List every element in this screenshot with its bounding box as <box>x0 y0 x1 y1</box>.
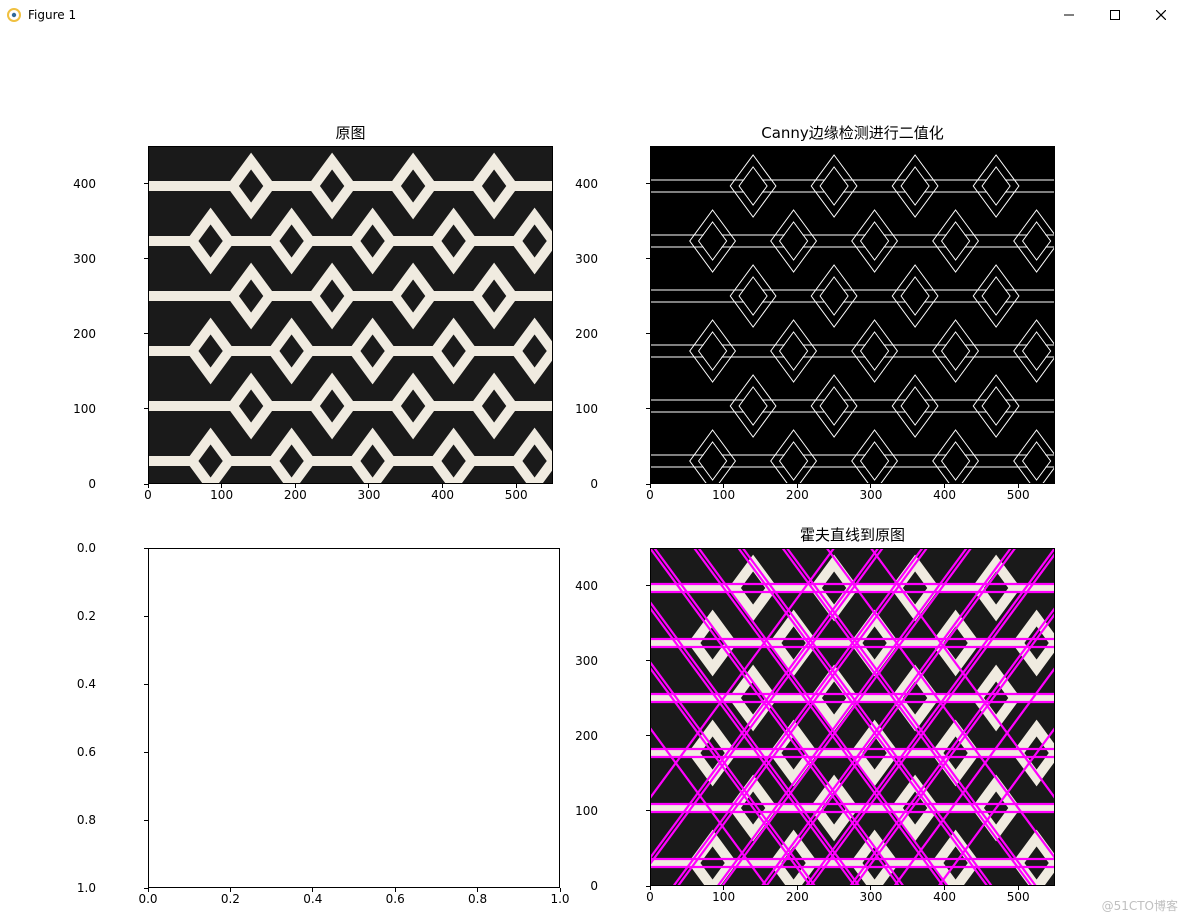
window-title: Figure 1 <box>28 8 76 22</box>
axes-frame <box>650 548 1055 886</box>
xtick-label: 500 <box>1007 890 1030 904</box>
xtick-label: 500 <box>1007 488 1030 502</box>
ytick-label: 300 <box>56 252 96 266</box>
ytick-label: 0 <box>558 477 598 491</box>
ytick-label: 100 <box>56 402 96 416</box>
xtick-label: 0.4 <box>303 892 322 906</box>
subplot-tl: 原图01002003004005000100200300400 <box>148 146 553 484</box>
ytick-label: 200 <box>558 327 598 341</box>
xtick-label: 0 <box>144 488 152 502</box>
ytick-label: 1.0 <box>56 881 96 895</box>
subplot-bl: 0.00.20.40.60.81.00.00.20.40.60.81.0 <box>148 548 560 888</box>
ytick-label: 300 <box>558 654 598 668</box>
subplot-tr: Canny边缘检测进行二值化01002003004005000100200300… <box>650 146 1055 484</box>
xtick-label: 0.8 <box>468 892 487 906</box>
window-titlebar: Figure 1 <box>0 0 1184 30</box>
ytick-label: 400 <box>558 177 598 191</box>
ytick-label: 0.0 <box>56 541 96 555</box>
xtick-label: 400 <box>431 488 454 502</box>
xtick-label: 0.2 <box>221 892 240 906</box>
figure-canvas: 原图01002003004005000100200300400Canny边缘检测… <box>0 30 1184 918</box>
ytick-label: 200 <box>56 327 96 341</box>
axes-frame <box>650 146 1055 484</box>
close-button[interactable] <box>1138 0 1184 30</box>
maximize-button[interactable] <box>1092 0 1138 30</box>
xtick-label: 100 <box>210 488 233 502</box>
xtick-label: 300 <box>859 890 882 904</box>
watermark: @51CTO博客 <box>1102 897 1178 914</box>
minimize-button[interactable] <box>1046 0 1092 30</box>
xtick-label: 400 <box>933 890 956 904</box>
xtick-label: 400 <box>933 488 956 502</box>
app-icon <box>6 7 22 23</box>
xtick-label: 0 <box>646 488 654 502</box>
ytick-label: 400 <box>56 177 96 191</box>
ytick-label: 400 <box>558 579 598 593</box>
axes-frame <box>148 146 553 484</box>
ytick-label: 0 <box>56 477 96 491</box>
xtick-label: 300 <box>859 488 882 502</box>
ytick-label: 0.2 <box>56 609 96 623</box>
ytick-label: 100 <box>558 804 598 818</box>
ytick-label: 100 <box>558 402 598 416</box>
xtick-label: 0.6 <box>386 892 405 906</box>
ytick-label: 0 <box>558 879 598 893</box>
xtick-label: 200 <box>284 488 307 502</box>
subplot-title: 霍夫直线到原图 <box>650 524 1055 545</box>
ytick-label: 0.4 <box>56 677 96 691</box>
xtick-label: 200 <box>786 890 809 904</box>
subplot-title: Canny边缘检测进行二值化 <box>650 122 1055 143</box>
ytick-label: 0.6 <box>56 745 96 759</box>
xtick-label: 500 <box>505 488 528 502</box>
subplot-title: 原图 <box>148 122 553 143</box>
xtick-label: 100 <box>712 488 735 502</box>
ytick-label: 300 <box>558 252 598 266</box>
ytick-label: 200 <box>558 729 598 743</box>
subplot-br: 霍夫直线到原图01002003004005000100200300400 <box>650 548 1055 886</box>
xtick-label: 100 <box>712 890 735 904</box>
axes-frame <box>148 548 560 888</box>
window-controls <box>1046 0 1184 30</box>
xtick-label: 300 <box>357 488 380 502</box>
ytick-label: 0.8 <box>56 813 96 827</box>
xtick-label: 1.0 <box>550 892 569 906</box>
xtick-label: 200 <box>786 488 809 502</box>
xtick-label: 0.0 <box>138 892 157 906</box>
xtick-label: 0 <box>646 890 654 904</box>
